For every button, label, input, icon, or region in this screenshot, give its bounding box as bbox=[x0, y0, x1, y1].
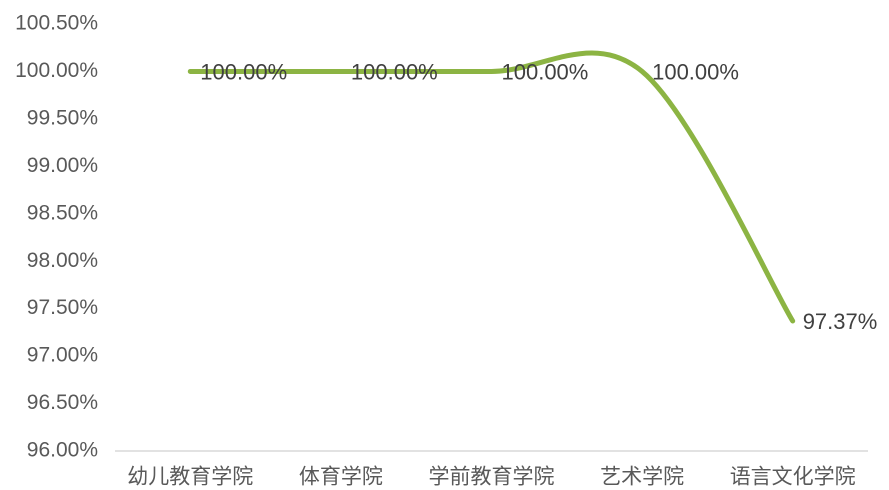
y-tick-label: 96.50% bbox=[27, 391, 98, 414]
data-label: 100.00% bbox=[502, 59, 589, 84]
y-tick-label: 99.00% bbox=[27, 154, 98, 177]
data-label: 100.00% bbox=[652, 59, 739, 84]
y-tick-label: 100.00% bbox=[15, 59, 98, 82]
x-tick-label: 体育学院 bbox=[299, 466, 383, 489]
line bbox=[187, 50, 796, 324]
data-label: 100.00% bbox=[200, 59, 287, 84]
x-tick-label: 语言文化学院 bbox=[730, 466, 856, 489]
data-label: 100.00% bbox=[351, 59, 438, 84]
y-tick-label: 97.00% bbox=[27, 344, 98, 367]
y-tick-label: 99.50% bbox=[27, 106, 98, 129]
y-tick-label: 98.00% bbox=[27, 249, 98, 272]
x-tick-label: 艺术学院 bbox=[600, 466, 684, 489]
y-tick-label: 96.00% bbox=[27, 439, 98, 462]
x-tick-label: 学前教育学院 bbox=[429, 466, 555, 489]
data-label: 97.37% bbox=[803, 309, 878, 334]
x-tick-label: 幼儿教育学院 bbox=[127, 466, 253, 489]
y-tick-label: 97.50% bbox=[27, 296, 98, 319]
y-tick-label: 100.50% bbox=[15, 12, 98, 35]
y-tick-label: 98.50% bbox=[27, 201, 98, 224]
